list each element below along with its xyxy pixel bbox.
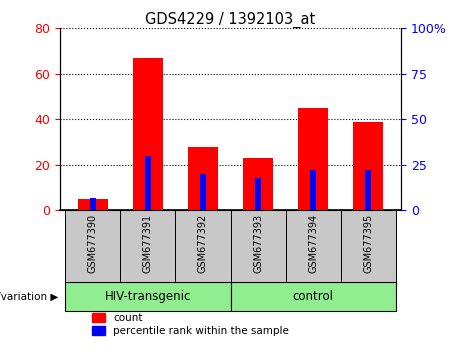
Bar (200, 174, 206, 210)
Text: GSM677392: GSM677392 (198, 214, 208, 273)
Bar (255, 178, 261, 210)
Text: GSM677395: GSM677395 (363, 214, 373, 273)
Bar (230, 282, 396, 311)
Bar (65, 282, 230, 311)
Text: GSM677391: GSM677391 (143, 214, 153, 273)
Text: genotype/variation ▶: genotype/variation ▶ (0, 292, 59, 302)
Bar (353, 122, 383, 210)
Bar (341, 210, 396, 282)
Bar (133, 58, 163, 210)
Bar (120, 210, 176, 282)
Text: control: control (293, 290, 334, 303)
Text: GSM677393: GSM677393 (253, 214, 263, 273)
Bar (285, 210, 341, 282)
Legend: count, percentile rank within the sample: count, percentile rank within the sample (92, 313, 289, 336)
Bar (298, 108, 328, 210)
Bar (243, 158, 273, 210)
Bar (176, 210, 230, 282)
Bar (310, 170, 316, 210)
Bar (230, 210, 285, 282)
Text: GSM677394: GSM677394 (308, 214, 318, 273)
Bar (188, 147, 218, 210)
Bar (145, 156, 151, 210)
Bar (65, 210, 120, 282)
Bar (78, 199, 108, 210)
Bar (89, 198, 96, 210)
Title: GDS4229 / 1392103_at: GDS4229 / 1392103_at (145, 12, 316, 28)
Bar (365, 170, 372, 210)
Text: HIV-transgenic: HIV-transgenic (105, 290, 191, 303)
Text: GSM677390: GSM677390 (88, 214, 98, 273)
